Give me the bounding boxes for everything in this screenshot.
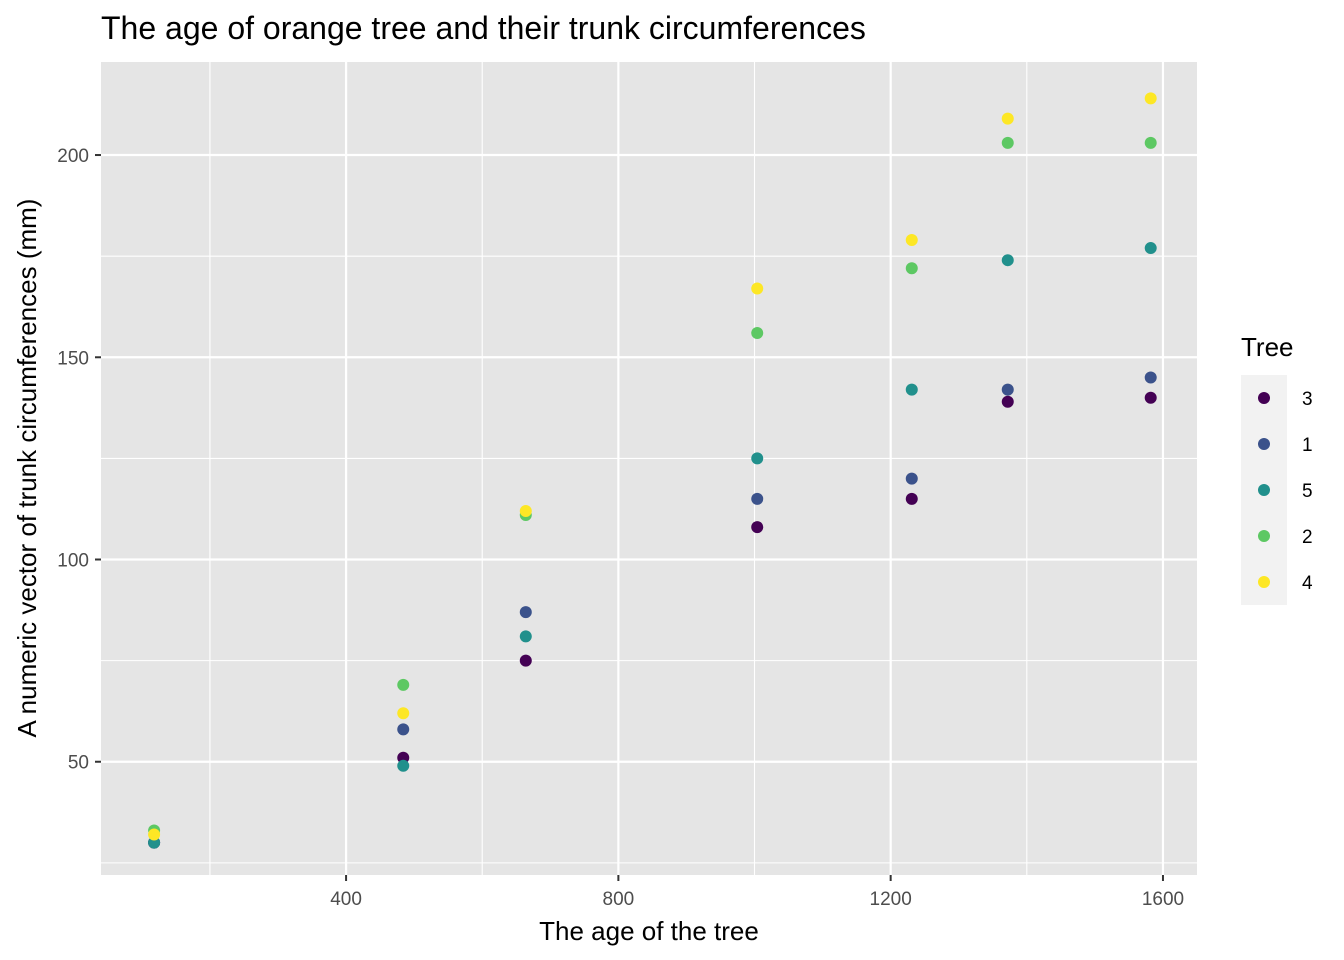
legend-title: Tree	[1241, 332, 1294, 362]
data-point-tree-5	[1144, 242, 1157, 255]
x-tick-label: 400	[330, 889, 362, 910]
data-point-tree-3	[1144, 391, 1157, 404]
data-point-tree-1	[1001, 383, 1014, 396]
data-points	[148, 92, 1157, 849]
data-point-tree-4	[148, 828, 161, 841]
y-tick-label: 100	[57, 551, 89, 572]
data-point-tree-4	[519, 504, 532, 517]
data-point-tree-5	[397, 759, 410, 772]
y-tick-label: 50	[68, 753, 89, 774]
major-gridlines	[101, 62, 1197, 875]
data-point-tree-5	[751, 452, 764, 465]
y-tick-label: 150	[57, 348, 89, 369]
data-point-tree-1	[397, 723, 410, 736]
data-point-tree-2	[397, 678, 410, 691]
data-point-tree-1	[905, 472, 918, 485]
minor-gridlines	[101, 62, 1197, 875]
legend-key-3	[1258, 392, 1270, 404]
legend-label-5: 5	[1302, 481, 1313, 502]
data-point-tree-2	[1001, 136, 1014, 149]
plot-panel	[101, 62, 1197, 875]
legend-key-1	[1258, 438, 1270, 450]
data-point-tree-5	[905, 383, 918, 396]
data-point-tree-1	[1144, 371, 1157, 384]
data-point-tree-3	[751, 521, 764, 534]
data-point-tree-1	[751, 492, 764, 505]
y-axis-title: A numeric vector of trunk circumferences…	[12, 199, 42, 738]
x-tick-label: 800	[603, 889, 635, 910]
data-point-tree-5	[1001, 254, 1014, 267]
legend-key-4	[1258, 576, 1270, 588]
legend-key-5	[1258, 484, 1270, 496]
data-point-tree-4	[751, 282, 764, 295]
data-point-tree-2	[751, 327, 764, 339]
data-point-tree-3	[905, 492, 918, 505]
data-point-tree-4	[905, 233, 918, 246]
x-axis-title: The age of the tree	[539, 916, 759, 946]
data-point-tree-2	[1144, 136, 1157, 149]
y-tick-label: 200	[57, 146, 89, 167]
data-point-tree-3	[1001, 395, 1014, 408]
chart-title: The age of orange tree and their trunk c…	[101, 10, 866, 46]
legend-label-2: 2	[1302, 527, 1313, 548]
x-tick-label: 1200	[870, 889, 912, 910]
legend-label-4: 4	[1302, 573, 1313, 594]
x-axis: 400 800 1200 1600	[330, 875, 1184, 910]
legend-label-3: 3	[1302, 389, 1313, 410]
legend: Tree 3 1 5 2 4	[1241, 332, 1313, 605]
legend-label-1: 1	[1302, 435, 1313, 456]
legend-key-2	[1258, 530, 1270, 542]
data-point-tree-1	[519, 606, 532, 619]
x-tick-label: 1600	[1142, 889, 1184, 910]
data-point-tree-4	[1001, 112, 1014, 125]
data-point-tree-5	[519, 630, 532, 643]
y-axis: 50 100 150 200	[57, 146, 101, 774]
data-point-tree-2	[905, 262, 918, 275]
data-point-tree-4	[397, 707, 410, 720]
data-point-tree-3	[519, 654, 532, 667]
data-point-tree-4	[1144, 92, 1157, 105]
